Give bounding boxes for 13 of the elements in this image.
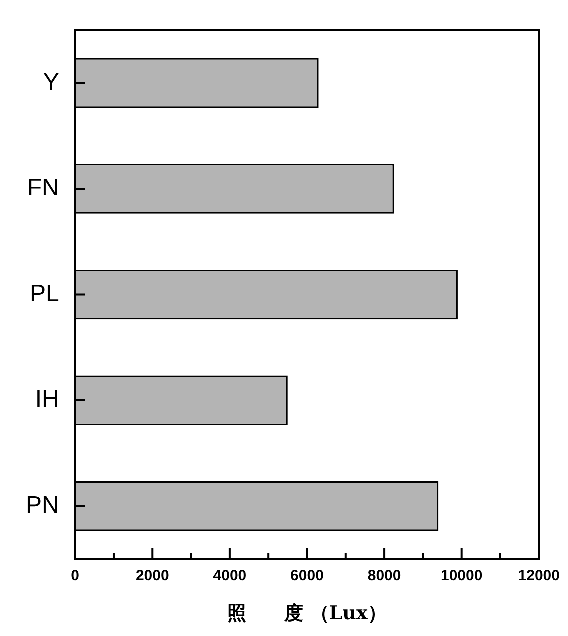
x-tick-label: 8000 — [368, 567, 402, 584]
x-tick-label: 6000 — [290, 567, 324, 584]
x-tick-label: 2000 — [136, 567, 170, 584]
y-tick-label: PN — [26, 492, 60, 519]
x-tick-label: 4000 — [213, 567, 247, 584]
y-tick-label: FN — [27, 174, 60, 202]
y-tick-label: PL — [30, 280, 60, 308]
x-tick-label: 10000 — [440, 567, 483, 584]
x-tick-label: 12000 — [518, 567, 560, 584]
y-tick-label: Y — [43, 68, 60, 96]
x-axis-title: 照 度 （Lux） — [228, 602, 387, 625]
y-tick-label: IH — [35, 386, 60, 414]
x-tick-label: 0 — [71, 567, 80, 584]
